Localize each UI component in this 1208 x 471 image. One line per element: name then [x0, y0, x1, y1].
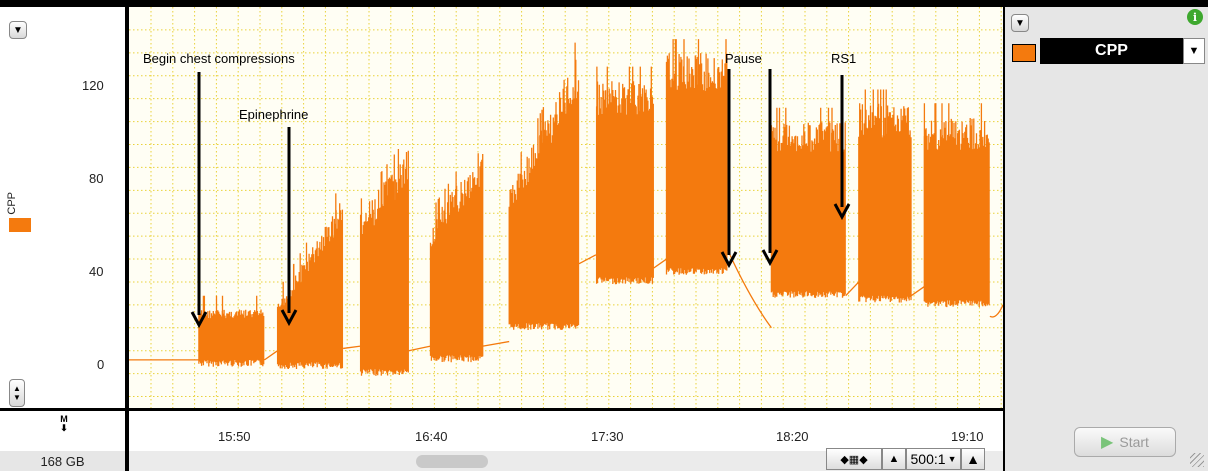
- axis-divider: [125, 0, 129, 471]
- storage-indicator: 168 GB: [0, 451, 125, 471]
- annotation-arrow-head: [720, 251, 738, 269]
- chevron-down-icon: ▼: [13, 24, 23, 36]
- time-axis-divider: [0, 408, 1005, 411]
- annotation-arrow-head: [190, 311, 208, 329]
- channel-axis-panel: ▼ CPP 120 80 40 0 ▲ ▼: [0, 7, 125, 410]
- time-tick-label: 19:10: [951, 429, 984, 444]
- horizontal-scrollbar[interactable]: [129, 451, 1003, 471]
- channel-color-swatch: [9, 218, 31, 232]
- chevron-down-icon: ▼: [1015, 17, 1025, 29]
- channel-label: CPP: [6, 192, 18, 215]
- annotation-arrow-head: [833, 203, 851, 221]
- resize-grip-icon[interactable]: [1190, 453, 1204, 467]
- annotation-label: Epinephrine: [239, 107, 308, 122]
- compress-more-button[interactable]: ▲: [961, 448, 985, 470]
- channel-settings-panel: [1005, 7, 1208, 410]
- compression-select[interactable]: 500:1 ▼: [906, 448, 961, 470]
- annotation-label: RS1: [831, 51, 856, 66]
- time-tick-label: 16:40: [415, 429, 448, 444]
- start-button[interactable]: ▶ Start: [1074, 427, 1176, 457]
- chevron-down-icon: ▼: [1188, 45, 1200, 57]
- top-border: [0, 0, 1208, 7]
- time-axis: 15:50 16:40 17:30 18:20 19:10: [129, 411, 1003, 449]
- waveform-small-icon: ▲: [888, 453, 900, 465]
- annotation-label: Begin chest compressions: [143, 51, 295, 66]
- scale-stepper[interactable]: ▲ ▼: [9, 379, 25, 407]
- y-tick-label: 40: [89, 264, 104, 279]
- channel-menu-button[interactable]: ▼: [9, 21, 27, 39]
- time-tick-label: 18:20: [776, 429, 809, 444]
- y-tick-label: 80: [89, 171, 104, 186]
- y-tick-label: 120: [82, 78, 104, 93]
- cpp-series-trace: [129, 39, 1003, 376]
- fit-width-icon: ◆▦◆: [840, 453, 868, 466]
- channel-color-swatch: [1012, 44, 1036, 62]
- chevron-down-icon: ▼: [947, 454, 957, 464]
- play-icon: ▶: [1101, 434, 1114, 451]
- annotation-label: Pause: [725, 51, 762, 66]
- info-icon[interactable]: i: [1187, 9, 1203, 25]
- time-tick-label: 15:50: [218, 429, 251, 444]
- start-label: Start: [1119, 434, 1149, 450]
- scale-stepper-icon: ▲ ▼: [13, 384, 21, 402]
- annotation-arrow-head: [761, 249, 779, 267]
- channel-selector-dropdown[interactable]: ▼: [1183, 38, 1205, 64]
- settings-menu-button[interactable]: ▼: [1011, 14, 1029, 32]
- time-tick-label: 17:30: [591, 429, 624, 444]
- waveform-large-icon: ▲: [966, 451, 980, 467]
- marker-icon[interactable]: M ⬇: [60, 414, 68, 433]
- scrollbar-thumb[interactable]: [416, 455, 488, 468]
- y-tick-label: 0: [97, 357, 105, 372]
- chart-right-border: [1003, 7, 1005, 471]
- channel-selector[interactable]: CPP: [1040, 38, 1183, 64]
- fit-to-window-button[interactable]: ◆▦◆: [826, 448, 882, 470]
- compress-less-button[interactable]: ▲: [882, 448, 906, 470]
- cpp-chart[interactable]: Begin chest compressions Epinephrine Pause…: [129, 7, 1003, 408]
- annotation-arrow-head: [280, 309, 298, 327]
